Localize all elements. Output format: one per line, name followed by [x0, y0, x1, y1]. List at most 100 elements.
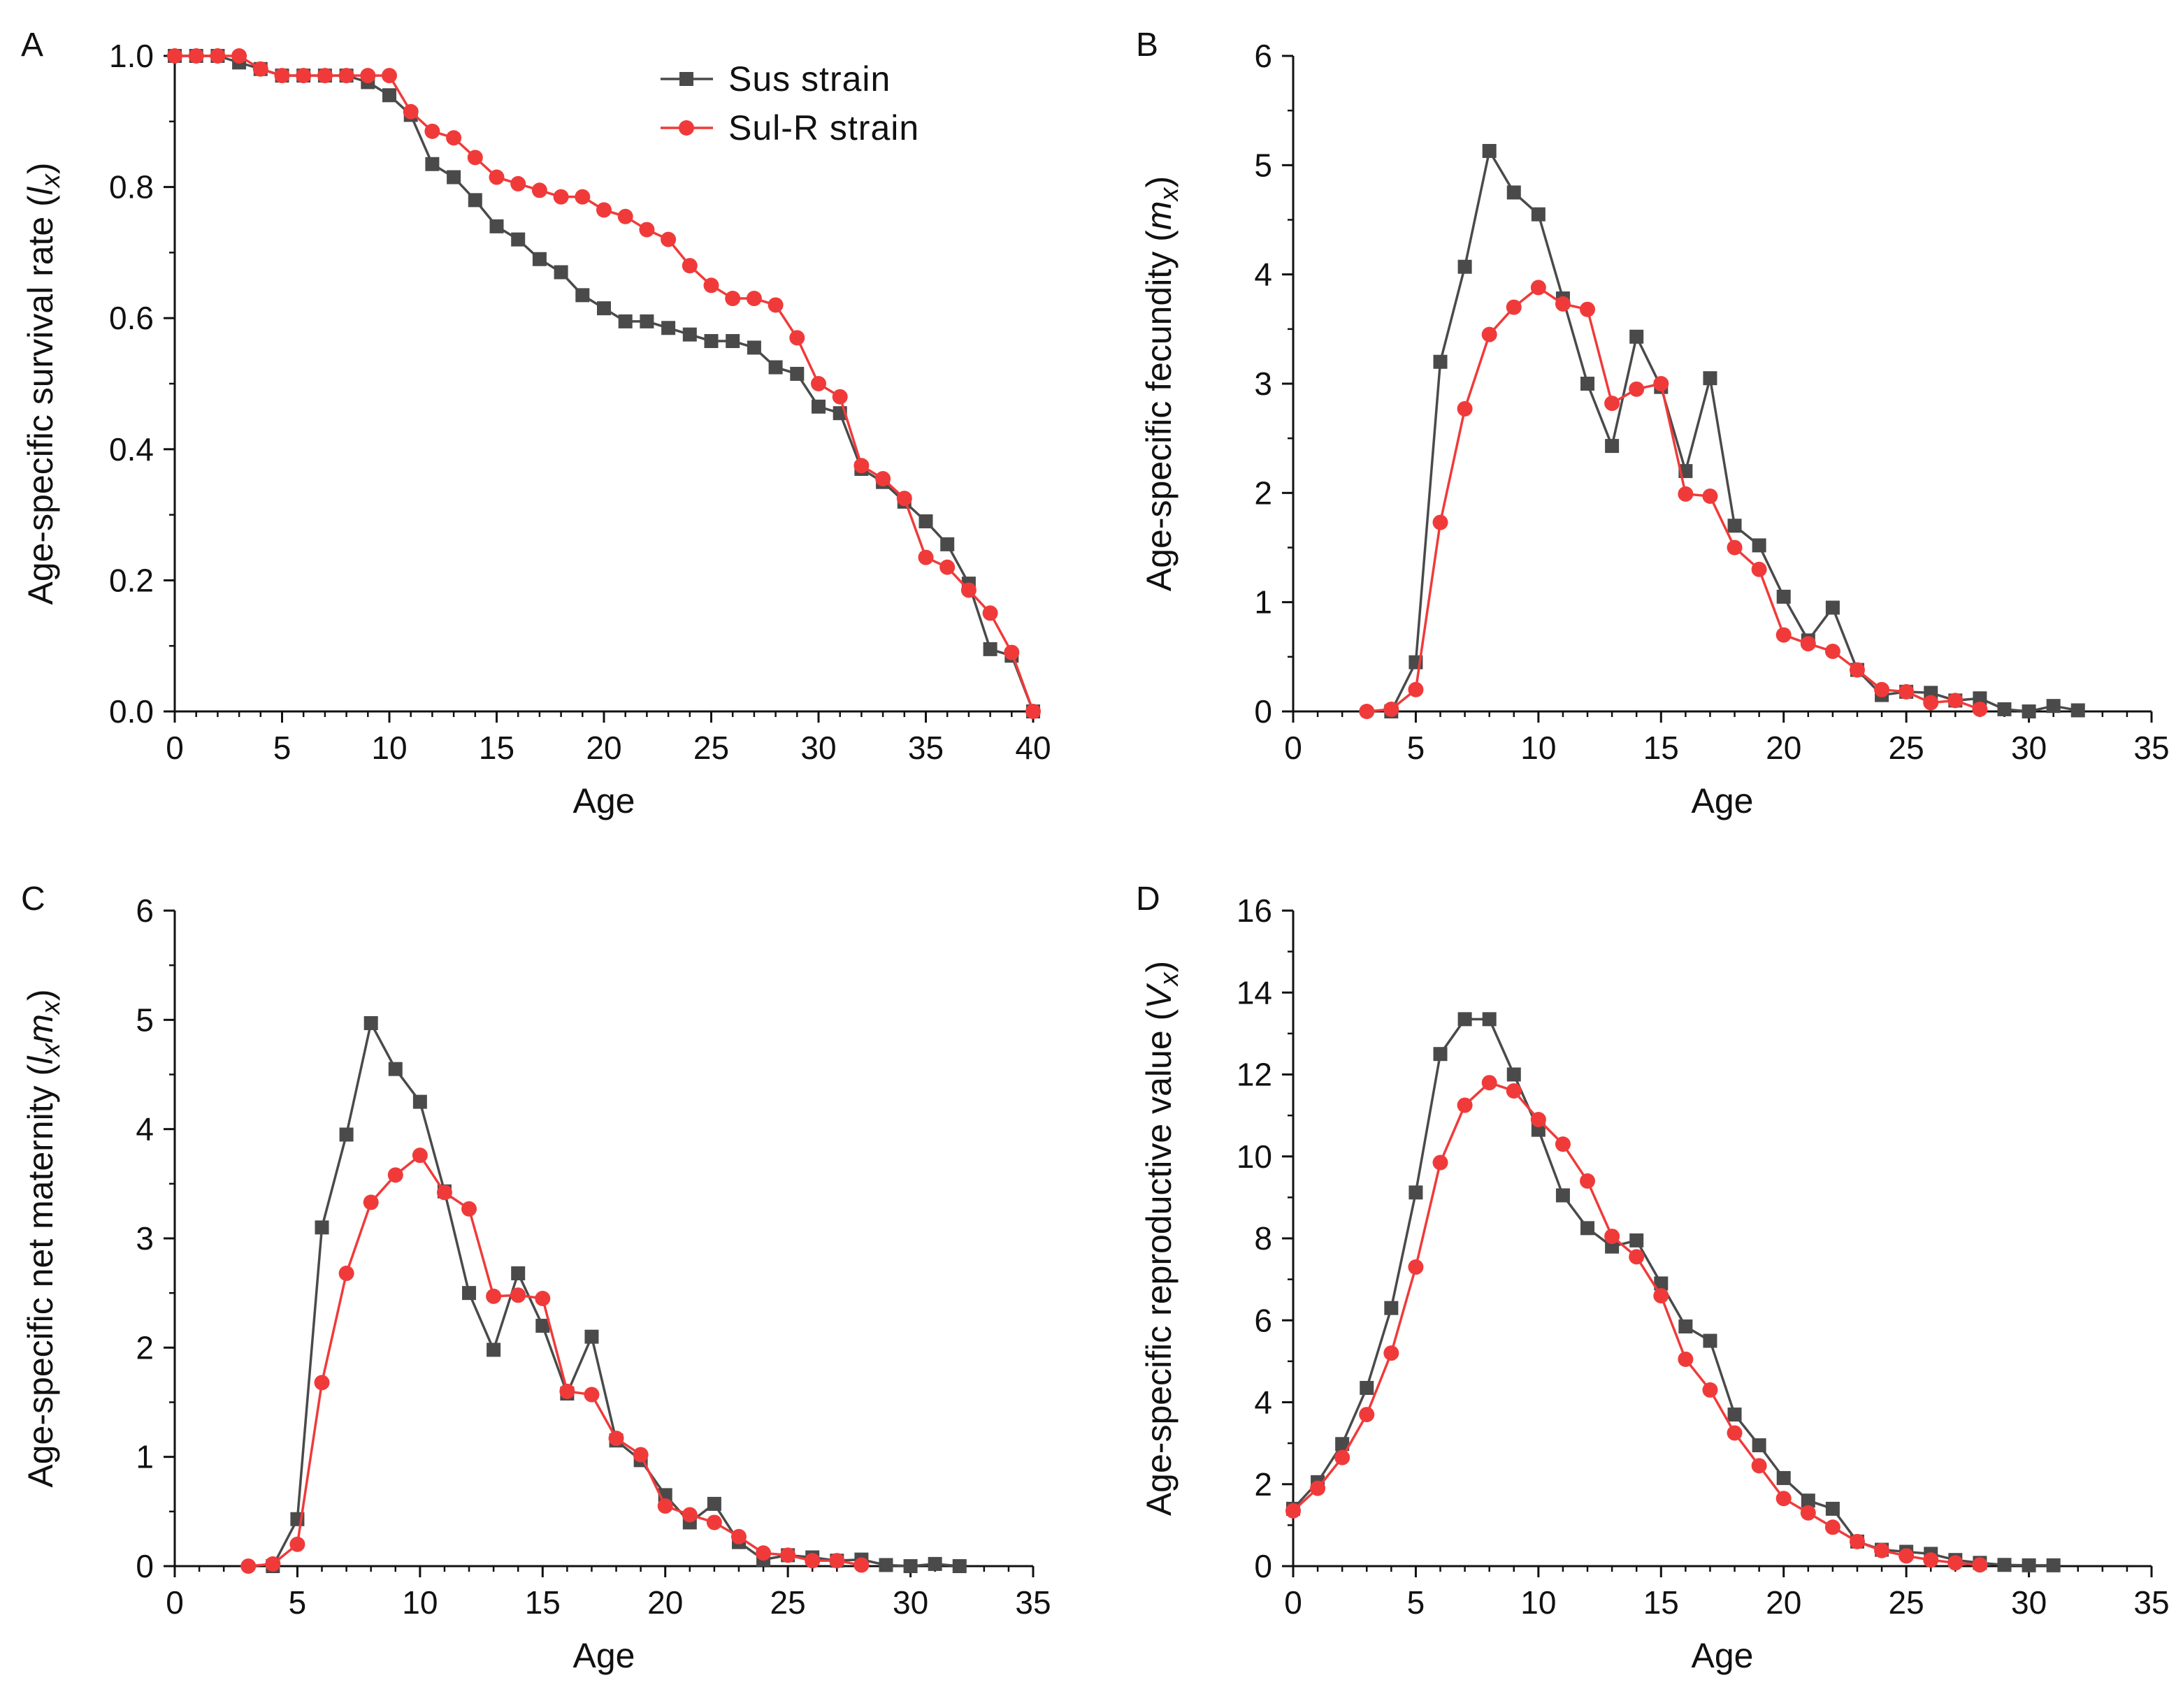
data-point	[1408, 1185, 1423, 1200]
data-point	[1972, 1557, 1988, 1573]
series-sus	[266, 1016, 967, 1573]
data-point	[903, 1559, 918, 1573]
panel-c: C 0 5 10 15 20 25 30 35 0 1 2 3 4 5 6 Age Age-specific ne…	[21, 881, 1051, 1675]
data-point	[768, 297, 784, 313]
x-tick-label: 20	[647, 1584, 683, 1621]
y-tick-label: 8	[1254, 1220, 1272, 1257]
data-point	[703, 277, 719, 294]
data-point	[338, 68, 354, 84]
data-point	[1580, 377, 1595, 391]
x-tick-label: 10	[1520, 1584, 1556, 1621]
data-point	[940, 537, 955, 551]
data-point	[780, 1547, 796, 1563]
x-tick-label: 25	[693, 730, 729, 766]
y-tick-label: 5	[1254, 147, 1272, 183]
x-tick-label: 35	[1015, 1584, 1051, 1621]
data-point	[363, 1016, 378, 1031]
data-point	[746, 291, 762, 307]
data-point	[1751, 561, 1767, 577]
data-point	[829, 1553, 845, 1569]
data-point	[240, 1558, 257, 1574]
data-point	[296, 68, 312, 84]
data-point	[918, 514, 933, 528]
data-point	[918, 549, 934, 565]
data-point	[1997, 1558, 2012, 1572]
x-tick-label: 35	[908, 730, 944, 766]
data-point	[982, 605, 998, 621]
data-point	[446, 130, 462, 146]
data-point	[412, 1148, 428, 1164]
series-sus	[168, 49, 1040, 718]
data-point	[1604, 1229, 1620, 1245]
data-point	[875, 471, 891, 487]
data-point	[1432, 1155, 1448, 1171]
y-axis-title: Age-specific reproductive value (Vx)	[1139, 961, 1184, 1516]
data-point	[639, 222, 655, 238]
x-tick-label: 35	[2133, 730, 2169, 766]
y-tick-label: 3	[1254, 366, 1272, 402]
data-point	[704, 334, 719, 349]
data-point	[382, 68, 397, 84]
data-point	[896, 491, 912, 507]
data-point	[832, 389, 848, 405]
data-point	[1530, 280, 1546, 296]
data-point	[315, 1220, 329, 1235]
data-point	[983, 642, 997, 656]
series-line	[271, 1022, 960, 1568]
x-tick-label: 10	[371, 730, 407, 766]
x-tick-label: 20	[1766, 1584, 1801, 1621]
data-point	[289, 1536, 305, 1552]
x-tick-label: 0	[1284, 730, 1302, 766]
x-tick-label: 10	[1520, 730, 1556, 766]
data-point	[436, 1185, 452, 1201]
y-tick-label: 4	[1254, 256, 1272, 293]
data-point	[1457, 259, 1472, 274]
data-point	[853, 1557, 870, 1573]
x-tick-label: 15	[479, 730, 514, 766]
data-point	[1506, 1083, 1522, 1099]
data-point	[360, 68, 376, 84]
y-tick-label: 6	[1254, 38, 1272, 74]
data-point	[633, 1447, 649, 1463]
data-point	[596, 202, 612, 218]
panel-b: B 0 5 10 15 20 25 30 35 0 1 2 3 4 5 6 Age Age-specific fe…	[1136, 27, 2170, 820]
data-point	[1849, 662, 1865, 678]
data-point	[1752, 1438, 1766, 1453]
data-point	[584, 1329, 599, 1344]
y-tick-label: 14	[1237, 974, 1272, 1011]
series-line	[175, 55, 1035, 712]
y-tick-label: 6	[1254, 1302, 1272, 1338]
x-tick-label: 0	[1284, 1584, 1302, 1621]
x-tick-label: 5	[289, 1584, 307, 1621]
data-point	[363, 1194, 379, 1210]
data-point	[756, 1545, 772, 1561]
data-point	[314, 1375, 330, 1391]
x-tick-label: 30	[893, 1584, 928, 1621]
data-point	[412, 1094, 427, 1109]
y-tick-label: 16	[1237, 892, 1272, 929]
data-point	[424, 123, 440, 139]
data-point	[1874, 1542, 1890, 1558]
data-point	[747, 340, 761, 355]
y-tick-label: 1.0	[109, 38, 154, 74]
data-point	[535, 1319, 550, 1333]
x-tick-label: 30	[2011, 730, 2047, 766]
data-point	[1702, 1382, 1718, 1398]
data-point	[1727, 1425, 1743, 1441]
data-point	[403, 103, 419, 120]
y-tick-label: 0	[136, 1548, 154, 1584]
series-line	[175, 55, 1035, 712]
data-point	[468, 193, 482, 208]
y-tick-label: 0.6	[109, 300, 154, 336]
data-point	[1506, 185, 1521, 200]
data-point	[1482, 144, 1497, 159]
data-point	[1604, 396, 1620, 412]
legend-label: Sus strain	[728, 59, 891, 99]
data-point	[1432, 514, 1448, 530]
legend-label: Sul-R strain	[728, 108, 919, 147]
data-point	[1433, 354, 1448, 369]
data-point	[1923, 1552, 1939, 1568]
data-point	[952, 1559, 967, 1573]
x-axis-title: Age	[1692, 781, 1754, 820]
data-point	[1653, 376, 1669, 391]
